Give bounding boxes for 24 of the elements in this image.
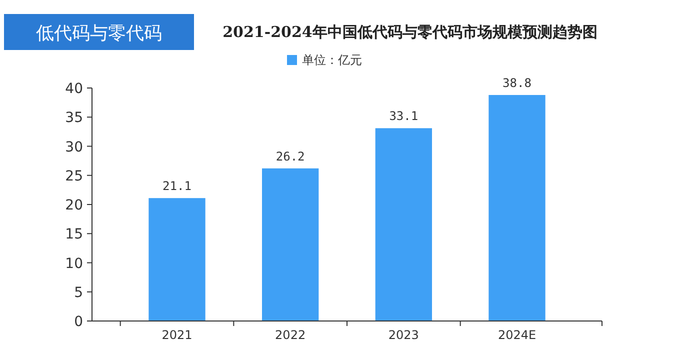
- x-tick-label: 2021: [162, 328, 192, 342]
- data-label: 38.8: [502, 76, 532, 90]
- bar: [488, 94, 546, 321]
- y-tick-label: 5: [74, 284, 83, 301]
- y-tick-label: 20: [65, 198, 83, 214]
- y-tick-label: 35: [65, 110, 83, 126]
- chart-title: 2021-2024年中国低代码与零代码市场规模预测趋势图: [222, 23, 598, 41]
- x-tick-label: 2023: [388, 328, 419, 342]
- data-label: 26.2: [276, 149, 305, 164]
- bar: [148, 198, 206, 321]
- y-tick-label: 40: [65, 81, 83, 97]
- bar: [262, 168, 319, 321]
- y-tick-label: 15: [65, 226, 83, 243]
- bar: [375, 128, 432, 321]
- legend-label: 单位：亿元: [302, 53, 362, 67]
- x-tick-label: 2024E: [498, 328, 536, 342]
- text: 低代码与零代码: [36, 23, 162, 44]
- data-label: 33.1: [389, 109, 418, 124]
- data-label: 21.1: [162, 179, 192, 194]
- y-tick-label: 10: [65, 256, 83, 272]
- y-tick-label: 25: [65, 168, 83, 184]
- y-tick-label: 30: [65, 139, 83, 156]
- y-tick-label: 0: [74, 314, 83, 330]
- x-tick-label: 2022: [275, 328, 306, 342]
